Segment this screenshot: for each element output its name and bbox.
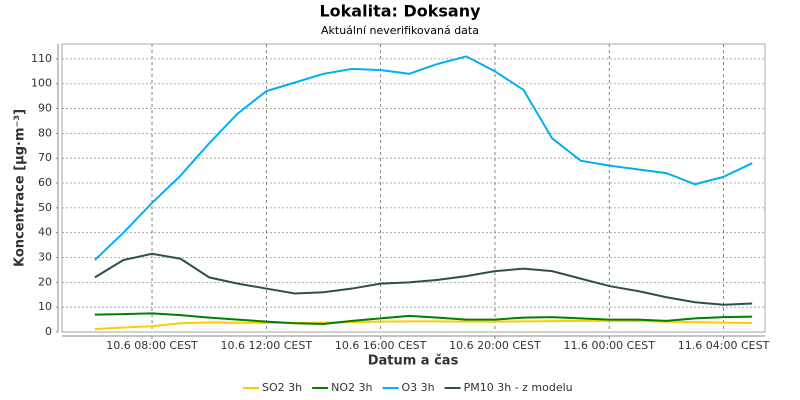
y-tick-label: 60 [38, 176, 52, 189]
y-tick-label: 0 [45, 325, 52, 338]
y-tick-label: 100 [31, 77, 52, 90]
x-axis-label: Datum a čas [368, 354, 459, 369]
x-tick-label: 10.6 12:00 CEST [221, 339, 313, 352]
y-tick-label: 30 [38, 251, 52, 264]
line-series [94, 312, 753, 326]
line-series [94, 319, 753, 331]
y-tick-label: 40 [38, 226, 52, 239]
legend-label: SO2 3h [262, 381, 302, 394]
line-series [94, 252, 753, 306]
y-axis-label: Koncentrace [µg·m⁻³] [13, 109, 28, 267]
y-tick-label: 80 [38, 126, 52, 139]
x-tick-label: 10.6 08:00 CEST [106, 339, 198, 352]
y-tick-label: 70 [38, 151, 52, 164]
x-tick-label: 11.6 00:00 CEST [563, 339, 655, 352]
y-tick-label: 50 [38, 201, 52, 214]
chart-subtitle: Aktuální neverifikovaná data [321, 24, 479, 37]
chart-title: Lokalita: Doksany [319, 2, 481, 21]
y-tick-label: 90 [38, 102, 52, 115]
x-tick-label: 10.6 20:00 CEST [449, 339, 541, 352]
y-tick-label: 10 [38, 300, 52, 313]
y-tick-label: 110 [31, 52, 52, 65]
y-tick-label: 20 [38, 275, 52, 288]
legend-label: PM10 3h - z modelu [464, 381, 573, 394]
plot-area [61, 43, 766, 333]
x-tick-label: 10.6 16:00 CEST [335, 339, 427, 352]
x-tick-label: 11.6 04:00 CEST [678, 339, 770, 352]
line-series [94, 55, 753, 261]
legend-label: NO2 3h [331, 381, 372, 394]
legend-label: O3 3h [401, 381, 434, 394]
